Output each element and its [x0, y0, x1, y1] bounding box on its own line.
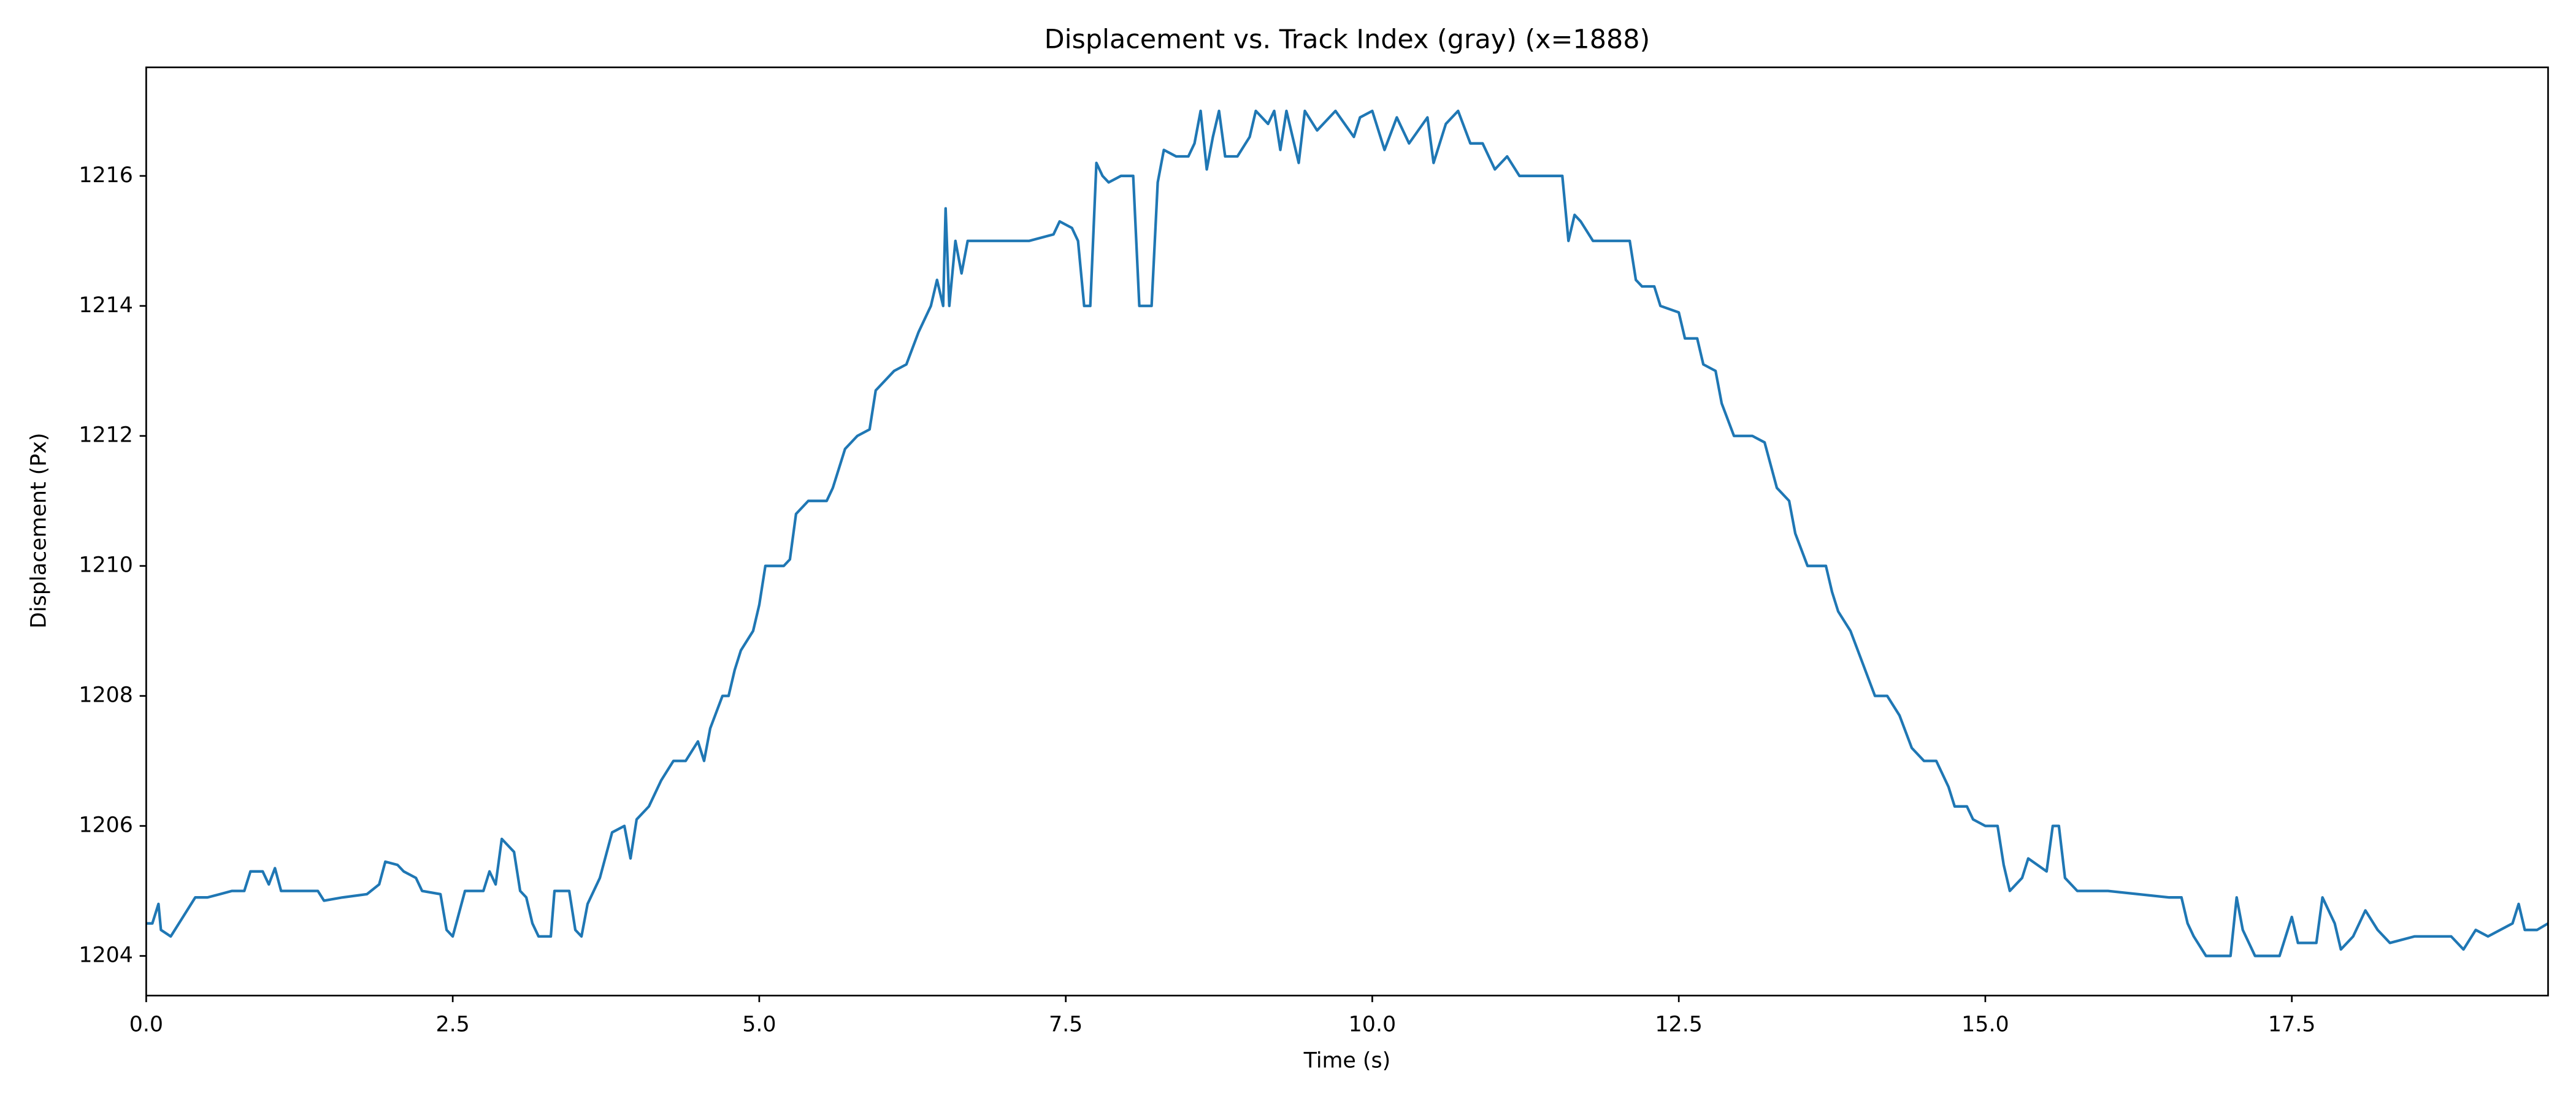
x-tick-label: 0.0	[129, 1012, 163, 1037]
x-tick-label: 10.0	[1349, 1012, 1397, 1037]
y-tick-label: 1206	[79, 813, 133, 838]
x-tick-label: 5.0	[742, 1012, 776, 1037]
y-tick-label: 1210	[79, 553, 133, 578]
x-tick-label: 12.5	[1655, 1012, 1703, 1037]
x-tick-label: 15.0	[1961, 1012, 2009, 1037]
x-axis-label: Time (s)	[1303, 1048, 1391, 1073]
x-tick-label: 7.5	[1049, 1012, 1083, 1037]
plot-frame	[145, 66, 2549, 997]
x-tick-label: 17.5	[2268, 1012, 2316, 1037]
y-tick-label: 1204	[79, 943, 133, 968]
y-tick-label: 1208	[79, 683, 133, 708]
y-axis-label: Displacement (Px)	[26, 433, 51, 629]
data-line	[146, 109, 2549, 957]
y-tick-label: 1214	[79, 293, 133, 318]
y-tick-label: 1216	[79, 163, 133, 188]
x-tick-label: 2.5	[435, 1012, 469, 1037]
chart-title: Displacement vs. Track Index (gray) (x=1…	[1045, 24, 1650, 55]
y-tick-label: 1212	[79, 423, 133, 448]
